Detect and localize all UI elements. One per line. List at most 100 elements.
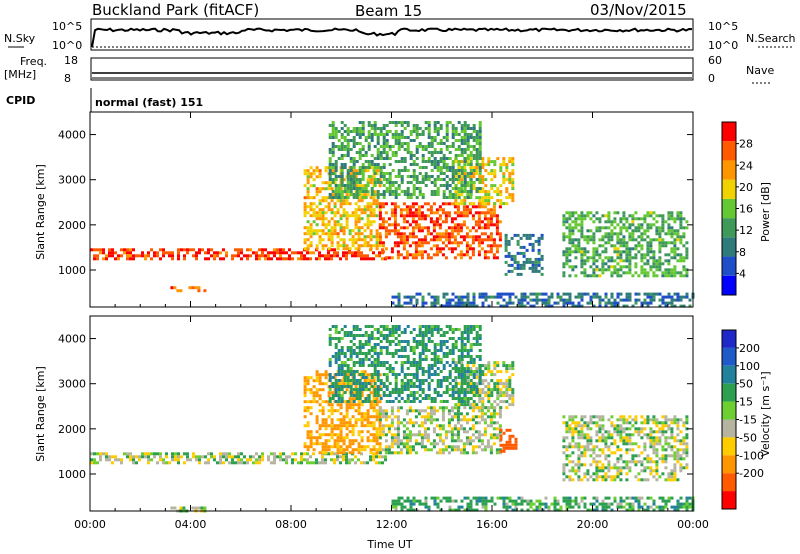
velocity-cell-r7 <box>577 433 581 437</box>
velocity-cell-r6 <box>427 367 431 370</box>
power-cell-r3 <box>417 253 421 257</box>
power-cell-r5 <box>385 142 389 145</box>
velocity-cell-r2 <box>306 388 310 392</box>
power-cell-r5 <box>385 151 389 154</box>
power-cell-r5 <box>460 142 464 145</box>
power-cell-r5 <box>334 178 338 181</box>
power-cell-r2 <box>324 205 328 209</box>
velocity-cell-r6 <box>370 334 374 337</box>
power-cell-r2 <box>363 223 367 227</box>
power-cell-r4 <box>487 190 491 194</box>
velocity-cell-r6 <box>448 370 452 373</box>
power-cell-r5 <box>400 157 404 160</box>
power-cell-r7 <box>562 235 566 239</box>
velocity-cell-r6 <box>448 364 452 367</box>
velocity-cell-r0 <box>306 458 309 462</box>
power-cell-r7 <box>685 241 689 245</box>
power-cell-r5 <box>364 160 368 163</box>
power-cell-r2 <box>351 211 355 215</box>
velocity-cell-r0 <box>294 452 297 456</box>
power-cell-r7 <box>646 235 650 239</box>
power-cell-r7 <box>631 235 635 239</box>
power-cell-r5 <box>451 166 455 169</box>
velocity-cell-r2 <box>345 424 349 428</box>
velocity-cell-r2 <box>345 445 349 449</box>
power-cell-r7 <box>574 274 578 278</box>
power-cell-r5 <box>328 160 332 163</box>
velocity-cell-r7 <box>574 424 578 428</box>
velocity-cell-r6 <box>466 385 470 388</box>
power-cell-r3 <box>387 232 391 236</box>
power-cell-r6 <box>519 263 523 267</box>
power-cell-r5 <box>448 169 452 172</box>
power-cell-r3 <box>495 229 499 233</box>
power-cell-r3 <box>435 250 439 254</box>
power-cell-r8 <box>394 295 398 299</box>
velocity-cell-r3 <box>444 406 448 410</box>
power-cell-r0 <box>330 254 333 258</box>
power-cell-r3 <box>408 211 412 215</box>
power-cell-r0 <box>381 257 384 261</box>
velocity-cell-r2 <box>351 406 355 410</box>
velocity-cell-r6 <box>379 382 383 385</box>
power-cell-r5 <box>343 145 347 148</box>
velocity-cell-r0 <box>312 452 315 456</box>
velocity-cell-r0 <box>228 461 231 465</box>
power-cell-r7 <box>685 274 689 278</box>
velocity-cell-r6 <box>463 343 467 346</box>
velocity-cell-r0 <box>222 452 225 456</box>
nsky-trace <box>91 27 693 48</box>
velocity-cell-r2 <box>351 433 355 437</box>
velocity-cell-r7 <box>583 436 587 440</box>
power-cell-r7 <box>604 268 608 272</box>
power-cell-r2 <box>312 202 316 206</box>
power-cell-r7 <box>685 247 689 251</box>
velocity-cell-r6 <box>352 349 356 352</box>
velocity-cell-r6 <box>406 379 410 382</box>
velocity-cell-r4 <box>505 394 509 398</box>
velocity-cell-r0 <box>291 461 294 465</box>
velocity-cell-r6 <box>406 340 410 343</box>
power-cell-r5 <box>448 121 452 124</box>
velocity-cell-r7 <box>568 424 572 428</box>
velocity-cell-r0 <box>222 455 225 459</box>
power-cell-r3 <box>483 217 487 221</box>
power-cell-r5 <box>439 160 443 163</box>
velocity-cell-r3 <box>453 424 457 428</box>
power-cell-r3 <box>402 226 406 230</box>
power-cell-r5 <box>340 190 344 193</box>
velocity-cell-r3 <box>399 439 403 443</box>
power-cell-r8 <box>472 298 476 302</box>
power-cell-r6 <box>507 239 511 243</box>
velocity-cell-r6 <box>421 367 425 370</box>
power-cell-r2 <box>372 202 376 206</box>
velocity-cell-r3 <box>438 406 442 410</box>
velocity-cell-r6 <box>385 346 389 349</box>
power-cell-r7 <box>658 247 662 251</box>
power-cell-r8 <box>547 301 551 305</box>
velocity-cell-r6 <box>367 352 371 355</box>
power-cell-r7 <box>658 268 662 272</box>
velocity-cell-r2 <box>339 421 343 425</box>
power-cell-r5 <box>463 136 467 139</box>
power-cell-r5 <box>442 196 446 199</box>
power-cell-r5 <box>430 139 434 142</box>
power-cell-r3 <box>402 247 406 251</box>
power-cell-r8 <box>517 301 521 305</box>
power-cell-r3 <box>456 223 460 227</box>
velocity-cell-r5 <box>499 449 503 453</box>
velocity-cell-r2 <box>309 436 313 440</box>
power-cell-r2 <box>366 205 370 209</box>
velocity-cell-r2 <box>303 424 307 428</box>
velocity-cell-r3 <box>423 415 427 419</box>
power-cell-r5 <box>466 193 470 196</box>
power-cell-r5 <box>352 139 356 142</box>
power-cell-r2 <box>354 211 358 215</box>
power-cell-r5 <box>346 154 350 157</box>
velocity-cell-r6 <box>337 370 341 373</box>
power-cell-r3 <box>411 220 415 224</box>
velocity-cell-r4 <box>505 367 509 371</box>
power-cell-r4 <box>454 199 458 203</box>
power-cell-r7 <box>619 244 623 248</box>
